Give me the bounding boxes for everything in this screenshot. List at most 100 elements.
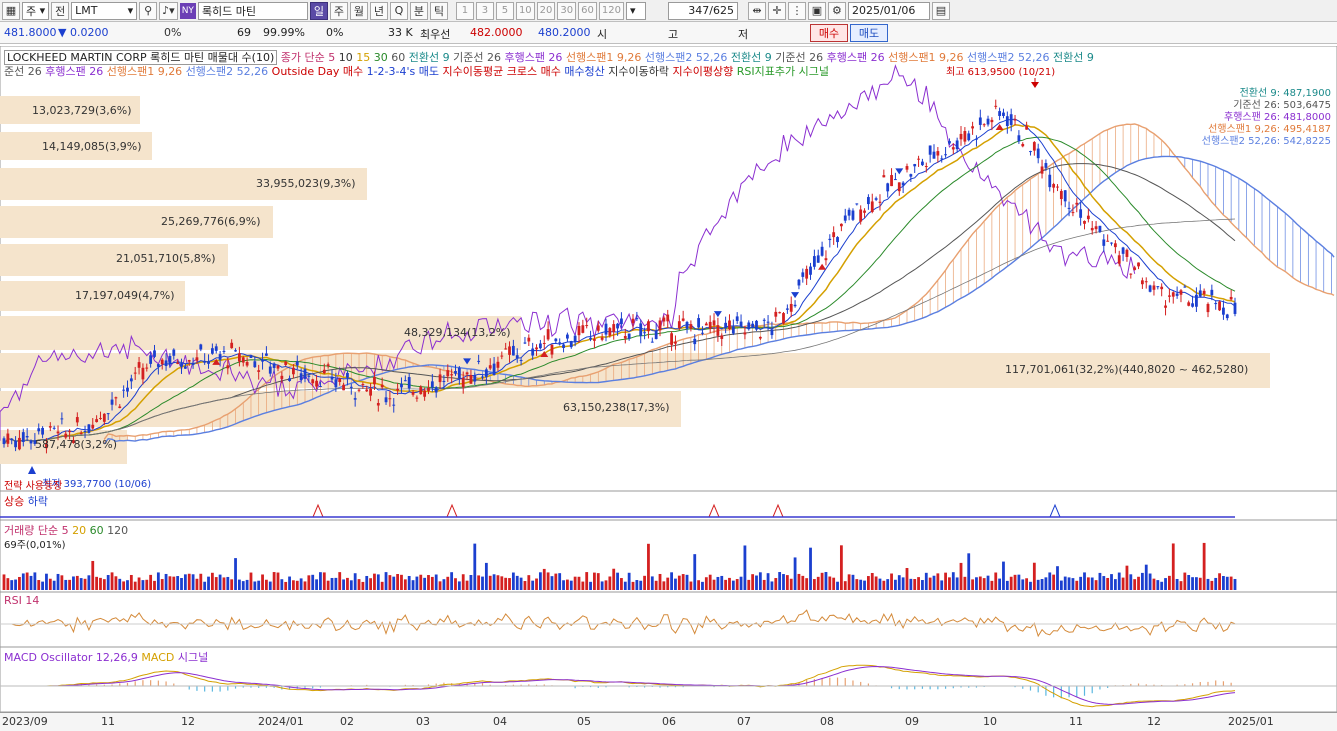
legend-ichi-5[interactable]: 선행스팬2 52,26 xyxy=(644,51,728,64)
legend-ma-30[interactable]: 30 xyxy=(373,51,388,64)
date-field[interactable]: 2025/01/06 xyxy=(847,1,930,20)
legend-ichi-6[interactable]: 전환선 9 xyxy=(730,51,772,64)
minute-3[interactable]: 3 xyxy=(475,1,494,20)
legend-ichi-11[interactable]: 전환선 9 xyxy=(1053,51,1094,64)
signal-ema-down[interactable]: 지수이동하락 xyxy=(608,65,670,78)
sell-button[interactable]: 매도 xyxy=(850,24,888,42)
period-day[interactable]: 일 xyxy=(309,1,328,20)
candle xyxy=(975,135,978,147)
minute-1[interactable]: 1 xyxy=(455,1,474,20)
x-tick-8: 05 xyxy=(577,715,591,728)
minute-20[interactable]: 20 xyxy=(536,1,556,20)
period-minute[interactable]: 분 xyxy=(409,1,428,20)
bar-count-field[interactable]: 347/625 xyxy=(667,1,738,20)
search-icon[interactable]: ⚲ xyxy=(139,1,158,20)
period-year[interactable]: 년 xyxy=(369,1,388,20)
calendar-icon[interactable]: ▤ xyxy=(931,1,950,20)
legend-ma-15[interactable]: 15 xyxy=(356,51,371,64)
volume-value: 69 xyxy=(237,26,251,39)
legend-ichi-9[interactable]: 선행스팬1 9,26 xyxy=(888,51,964,64)
candle-body xyxy=(237,353,241,362)
legend2-item-1[interactable]: 준선 26 xyxy=(4,65,42,78)
period-week[interactable]: 주 xyxy=(329,1,348,20)
candle xyxy=(554,337,558,344)
signal-1234[interactable]: 1-2-3-4's 매도 xyxy=(366,65,439,78)
sound-icon[interactable]: ♪▾ xyxy=(159,1,178,20)
minute-120[interactable]: 120 xyxy=(598,1,624,20)
legend-ma[interactable]: 종가 단순 5 xyxy=(280,51,336,64)
macd-histogram-bar xyxy=(188,686,190,690)
candle-body xyxy=(122,389,126,391)
macd-histogram-bar xyxy=(1099,686,1101,690)
volume-ma-120[interactable]: 120 xyxy=(107,524,129,537)
minute-dropdown[interactable]: ▾ xyxy=(625,1,646,20)
candle-body xyxy=(438,374,442,383)
legend-ichi-2[interactable]: 기준선 26 xyxy=(453,51,501,64)
signal-ema-up[interactable]: 지수이평상향 xyxy=(672,65,734,78)
minute-30[interactable]: 30 xyxy=(557,1,577,20)
chart-canvas[interactable] xyxy=(0,46,1337,712)
volume-bar xyxy=(37,580,41,590)
volume-bar xyxy=(403,579,407,590)
buy-button[interactable]: 매수 xyxy=(810,24,848,42)
volume-bar xyxy=(249,572,253,590)
split-icon[interactable]: ⇹ xyxy=(747,1,766,20)
minute-60[interactable]: 60 xyxy=(578,1,597,20)
stock-name-field[interactable]: 록히드 마틴 xyxy=(197,1,308,20)
macd-signal-label[interactable]: 시그널 xyxy=(177,651,209,664)
volume-title[interactable]: 거래량 단순 5 xyxy=(4,524,69,537)
mode2-button[interactable]: 전 xyxy=(51,1,70,20)
indicator-icon[interactable]: ⋮ xyxy=(787,1,806,20)
candle xyxy=(770,321,774,339)
legend-ichi-7[interactable]: 기준선 26 xyxy=(775,51,824,64)
mode-select[interactable]: 주 ▾ xyxy=(22,1,50,20)
chevron-down-icon[interactable]: ▾ xyxy=(127,4,134,17)
signal-outside-day[interactable]: Outside Day 매수 xyxy=(271,65,364,78)
signal-rsi[interactable]: RSI지표추가 시그널 xyxy=(736,65,829,78)
candle xyxy=(874,196,878,202)
minute-5[interactable]: 5 xyxy=(495,1,514,20)
settings-icon[interactable]: ⚙ xyxy=(827,1,846,20)
legend-ichi-8[interactable]: 후행스팬 26 xyxy=(826,51,885,64)
save-icon[interactable]: ▣ xyxy=(807,1,826,20)
lagging-span xyxy=(0,64,1136,441)
volume-bar xyxy=(457,581,461,590)
legend-ma-60[interactable]: 60 xyxy=(391,51,406,64)
volume-ma-60[interactable]: 60 xyxy=(89,524,104,537)
macd-histogram-bar xyxy=(937,686,939,690)
candle-body xyxy=(446,370,450,377)
rsi-title[interactable]: RSI 14 xyxy=(4,594,40,607)
candle xyxy=(990,117,994,131)
macd-title[interactable]: MACD Oscillator 12,26,9 xyxy=(4,651,138,664)
period-tick[interactable]: 틱 xyxy=(429,1,448,20)
candle xyxy=(882,169,886,178)
signal-buy-exit[interactable]: 매수청산 xyxy=(564,65,605,78)
strategy-down[interactable]: 하락 xyxy=(27,495,48,508)
chart-title[interactable]: LOCKHEED MARTIN CORP 록히드 마틴 매물대 수(10) xyxy=(4,50,278,65)
strategy-up[interactable]: 상승 xyxy=(4,495,25,508)
legend-ma-10[interactable]: 10 xyxy=(338,51,353,64)
legend2-item-4[interactable]: 선행스팬2 52,26 xyxy=(185,65,269,78)
legend-ichi-4[interactable]: 선행스팬1 9,26 xyxy=(565,51,642,64)
legend-ichi-3[interactable]: 후행스팬 26 xyxy=(504,51,563,64)
period-month[interactable]: 월 xyxy=(349,1,368,20)
volume-bar xyxy=(604,580,608,590)
legend-ichi-10[interactable]: 선행스팬2 52,26 xyxy=(967,51,1050,64)
chart-area[interactable]: LOCKHEED MARTIN CORP 록히드 마틴 매물대 수(10) 종가… xyxy=(0,46,1337,731)
candle-body xyxy=(137,362,141,368)
volume-ma-20[interactable]: 20 xyxy=(72,524,87,537)
minute-10[interactable]: 10 xyxy=(515,1,535,20)
macd-line-label[interactable]: MACD xyxy=(141,651,175,664)
candle-body xyxy=(596,325,600,331)
candle xyxy=(1206,302,1210,318)
candle-body xyxy=(1002,112,1005,116)
signal-ema-cross[interactable]: 지수이동평균 크로스 매수 xyxy=(442,65,561,78)
candle-body xyxy=(357,389,361,391)
ticker-field[interactable]: LMT ▾ xyxy=(71,1,138,20)
legend2-item-2[interactable]: 후행스팬 26 xyxy=(45,65,104,78)
crosshair-icon[interactable]: ✛ xyxy=(767,1,786,20)
legend-ichi-1[interactable]: 전환선 9 xyxy=(408,51,450,64)
period-quarter[interactable]: Q xyxy=(389,1,408,20)
legend2-item-3[interactable]: 선행스팬1 9,26 xyxy=(106,65,183,78)
layout-icon[interactable]: ▦ xyxy=(2,1,20,20)
